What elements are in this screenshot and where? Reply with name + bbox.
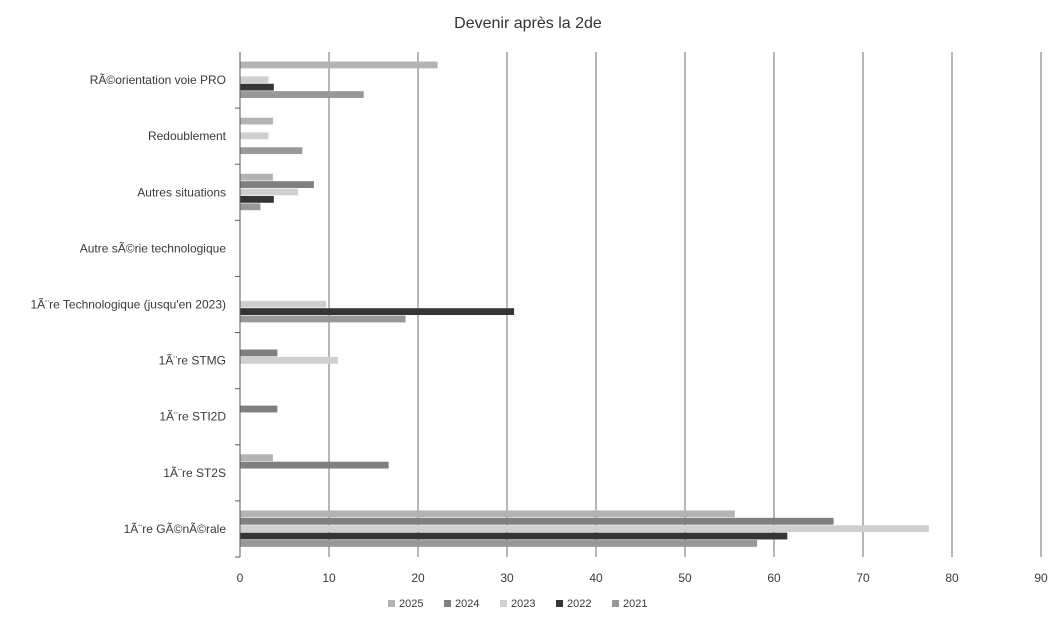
x-tick-label: 10	[322, 571, 336, 585]
category-label: RÃ©orientation voie PRO	[90, 73, 226, 87]
bar-2022	[240, 83, 274, 91]
bar-2023	[240, 188, 298, 196]
category-label: Autres situations	[137, 185, 226, 199]
category-label: Redoublement	[148, 129, 227, 143]
legend-swatch-2025	[388, 600, 395, 607]
bar-2023	[240, 300, 327, 308]
bar-2022	[240, 308, 515, 315]
x-tick-label: 40	[589, 571, 603, 585]
legend-swatch-2023	[500, 600, 507, 607]
legend-label: 2021	[623, 598, 647, 610]
bar-2025	[240, 117, 273, 125]
x-tick-label: 60	[767, 571, 781, 585]
bar-2024	[240, 181, 314, 188]
x-tick-label: 80	[945, 571, 959, 585]
legend-label: 2024	[455, 598, 479, 610]
bar-2024	[240, 461, 389, 469]
x-tick-label: 90	[1034, 571, 1048, 585]
x-tick-label: 20	[411, 571, 425, 585]
bar-2023	[240, 76, 269, 84]
axes	[235, 52, 241, 558]
bar-2025	[240, 510, 735, 518]
x-tick-label: 70	[856, 571, 870, 585]
bar-2021	[240, 315, 406, 323]
bar-2021	[240, 540, 758, 547]
legend-label: 2022	[567, 598, 591, 610]
bar-2023	[240, 132, 269, 140]
bar-2024	[240, 349, 278, 357]
bar-2025	[240, 454, 273, 462]
chart-title: Devenir après la 2de	[454, 15, 602, 32]
category-label: 1Ã¨re ST2S	[163, 466, 226, 480]
x-tick-label: 50	[678, 571, 692, 585]
category-label: 1Ã¨re GÃ©nÃ©rale	[124, 522, 227, 536]
bars	[240, 61, 929, 547]
bar-2021	[240, 91, 364, 98]
bar-2022	[240, 532, 788, 540]
bar-2023	[240, 525, 929, 533]
legend-swatch-2021	[612, 600, 619, 607]
bar-2021	[240, 203, 261, 211]
bar-2024	[240, 517, 834, 525]
bar-2022	[240, 195, 274, 203]
bar-2023	[240, 356, 338, 364]
bar-2025	[240, 173, 273, 181]
legend: 2025 2024 2023 2022 2021	[388, 598, 647, 610]
category-label: 1Ã¨re STI2D	[159, 410, 226, 424]
bar-2024	[240, 405, 278, 413]
category-label: Autre sÃ©rie technologique	[80, 241, 227, 255]
bar-2021	[240, 147, 303, 155]
x-tick-labels: 0 10 20 30 40 50 60 70 80 90	[237, 571, 1048, 585]
legend-swatch-2024	[444, 600, 451, 607]
gridlines	[328, 52, 1042, 557]
legend-swatch-2022	[556, 600, 563, 607]
category-label: 1Ã¨re STMG	[159, 354, 226, 368]
category-labels: RÃ©orientation voie PRO Redoublement Autre…	[30, 73, 226, 536]
category-label: 1Ã¨re Technologique (jusqu'en 2023)	[30, 298, 226, 312]
bar-2025	[240, 61, 438, 69]
legend-label: 2025	[399, 598, 423, 610]
x-tick-label: 30	[500, 571, 514, 585]
x-tick-label: 0	[237, 571, 244, 585]
legend-label: 2023	[511, 598, 535, 610]
